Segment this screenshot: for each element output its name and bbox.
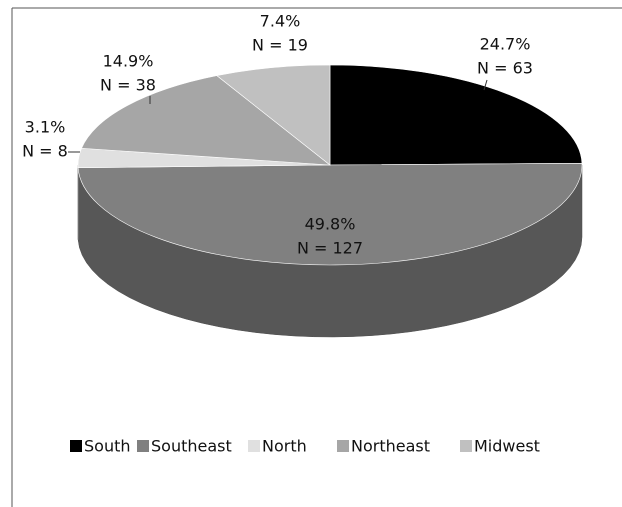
count-label: N = 8 — [22, 142, 68, 161]
count-label: N = 38 — [100, 76, 156, 95]
data-label: 7.4% — [260, 12, 301, 31]
legend-label: Northeast — [351, 437, 430, 456]
legend-label: North — [262, 437, 307, 456]
legend-label: South — [84, 437, 131, 456]
legend-swatch — [137, 440, 149, 452]
leader-line — [483, 79, 488, 91]
data-label: 24.7% — [480, 35, 531, 54]
legend-label: Southeast — [151, 437, 232, 456]
slice — [81, 75, 331, 166]
legend-swatch — [460, 440, 472, 452]
legend-label: Midwest — [474, 437, 540, 456]
data-label: 14.9% — [103, 52, 154, 71]
data-label: 3.1% — [25, 118, 66, 137]
legend-swatch — [337, 440, 349, 452]
slice — [216, 64, 331, 166]
count-label: N = 63 — [477, 59, 533, 78]
legend-swatch — [70, 440, 82, 452]
count-label: N = 19 — [252, 36, 308, 55]
slice — [77, 162, 583, 266]
slice — [329, 64, 583, 166]
data-label: 49.8% — [305, 215, 356, 234]
count-label: N = 127 — [297, 239, 363, 258]
legend-swatch — [248, 440, 260, 452]
